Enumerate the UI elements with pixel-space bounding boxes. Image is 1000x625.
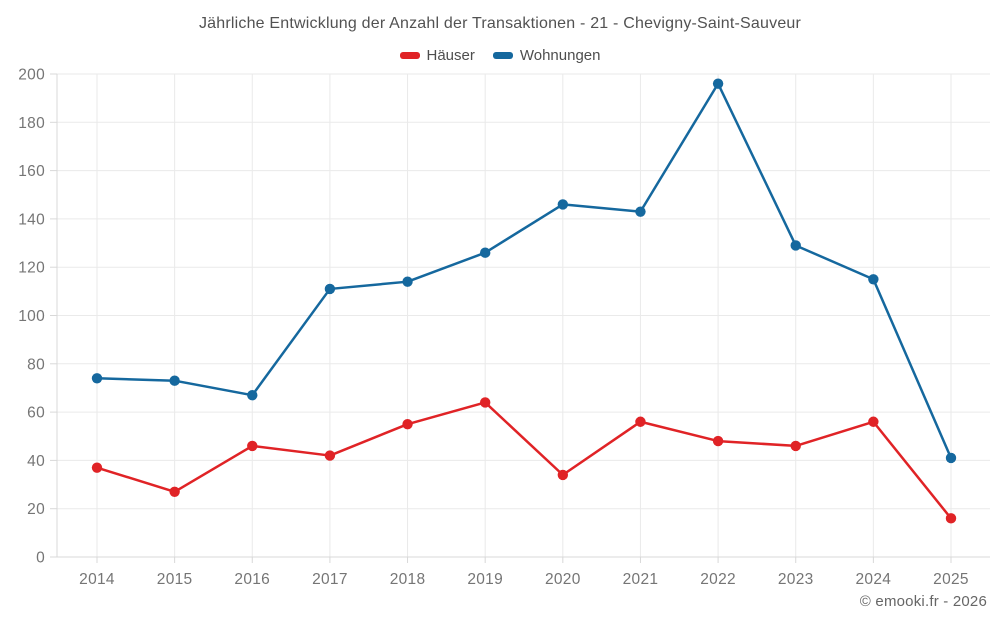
x-axis-tick-label: 2022 xyxy=(700,571,736,588)
y-axis-tick-label: 80 xyxy=(27,356,45,373)
x-axis-tick-label: 2023 xyxy=(778,571,814,588)
data-point-wohnungen-2017[interactable] xyxy=(324,283,336,295)
data-point-wohnungen-2022[interactable] xyxy=(712,78,724,89)
x-axis-tick-label: 2017 xyxy=(312,571,348,588)
data-point-wohnungen-2016[interactable] xyxy=(247,389,258,401)
data-point-wohnungen-2023[interactable] xyxy=(790,240,801,251)
axis-labels: 0 20 40 60 80 100 120 140 160 180 200 2014 2015 2016 2… xyxy=(18,67,969,589)
legend-swatch-wohnungen xyxy=(492,52,513,59)
y-axis-tick-label: 120 xyxy=(18,260,45,277)
data-point-h-user-2016[interactable] xyxy=(247,440,258,452)
y-axis-tick-label: 60 xyxy=(27,405,45,422)
y-axis-tick-label: 20 xyxy=(27,501,45,518)
grid xyxy=(57,73,990,558)
legend-item-haeuser[interactable]: Häuser xyxy=(399,47,475,64)
legend-label-haeuser: Häuser xyxy=(426,47,475,64)
data-point-h-user-2023[interactable] xyxy=(790,440,801,452)
y-axis-tick-label: 160 xyxy=(18,163,45,180)
series-wohnungen xyxy=(91,78,957,464)
series-line-h-user xyxy=(95,401,953,520)
data-point-h-user-2018[interactable] xyxy=(402,418,413,430)
data-point-h-user-2015[interactable] xyxy=(169,486,180,497)
x-axis-tick-label: 2016 xyxy=(234,571,270,588)
series-line-wohnungen xyxy=(95,82,953,460)
x-axis-tick-label: 2024 xyxy=(856,571,892,588)
data-point-wohnungen-2021[interactable] xyxy=(635,206,646,217)
x-axis-tick-label: 2021 xyxy=(623,571,659,588)
data-point-h-user-2014[interactable] xyxy=(91,462,103,473)
x-axis-tick-label: 2014 xyxy=(79,571,115,588)
x-axis-tick-label: 2025 xyxy=(933,571,969,588)
data-point-wohnungen-2014[interactable] xyxy=(91,373,103,384)
data-point-h-user-2024[interactable] xyxy=(868,416,879,427)
data-point-wohnungen-2024[interactable] xyxy=(868,274,879,285)
axes xyxy=(50,73,990,563)
y-axis-tick-label: 140 xyxy=(18,211,45,228)
y-axis-tick-label: 200 xyxy=(18,67,45,84)
x-axis-tick-label: 2019 xyxy=(467,571,503,588)
data-point-wohnungen-2020[interactable] xyxy=(557,199,569,210)
data-point-h-user-2021[interactable] xyxy=(635,416,646,427)
legend-swatch-haeuser xyxy=(399,52,420,59)
legend: Häuser Wohnungen xyxy=(0,47,1000,64)
data-point-wohnungen-2025[interactable] xyxy=(945,452,957,464)
chart-title: Jährliche Entwicklung der Anzahl der Tra… xyxy=(198,15,802,32)
data-point-h-user-2019[interactable] xyxy=(479,397,491,408)
data-point-h-user-2017[interactable] xyxy=(324,450,336,461)
legend-label-wohnungen: Wohnungen xyxy=(519,47,601,64)
legend-item-wohnungen[interactable]: Wohnungen xyxy=(492,47,601,64)
x-axis-tick-label: 2015 xyxy=(157,571,193,588)
series-h-user xyxy=(91,397,957,524)
y-axis-tick-label: 180 xyxy=(18,115,45,132)
y-axis-tick-label: 40 xyxy=(27,453,45,470)
data-point-h-user-2025[interactable] xyxy=(945,513,957,524)
data-point-wohnungen-2019[interactable] xyxy=(479,247,491,258)
data-point-wohnungen-2018[interactable] xyxy=(402,276,413,287)
y-axis-tick-label: 0 xyxy=(36,550,45,567)
data-point-h-user-2022[interactable] xyxy=(712,435,724,447)
data-point-wohnungen-2015[interactable] xyxy=(169,375,180,386)
y-axis-tick-label: 100 xyxy=(18,308,45,325)
x-axis-tick-label: 2018 xyxy=(390,571,426,588)
copyright-credit: © emooki.fr - 2026 xyxy=(859,593,987,610)
series-group xyxy=(91,78,957,524)
data-point-h-user-2020[interactable] xyxy=(557,469,569,481)
x-axis-tick-label: 2020 xyxy=(545,571,581,588)
